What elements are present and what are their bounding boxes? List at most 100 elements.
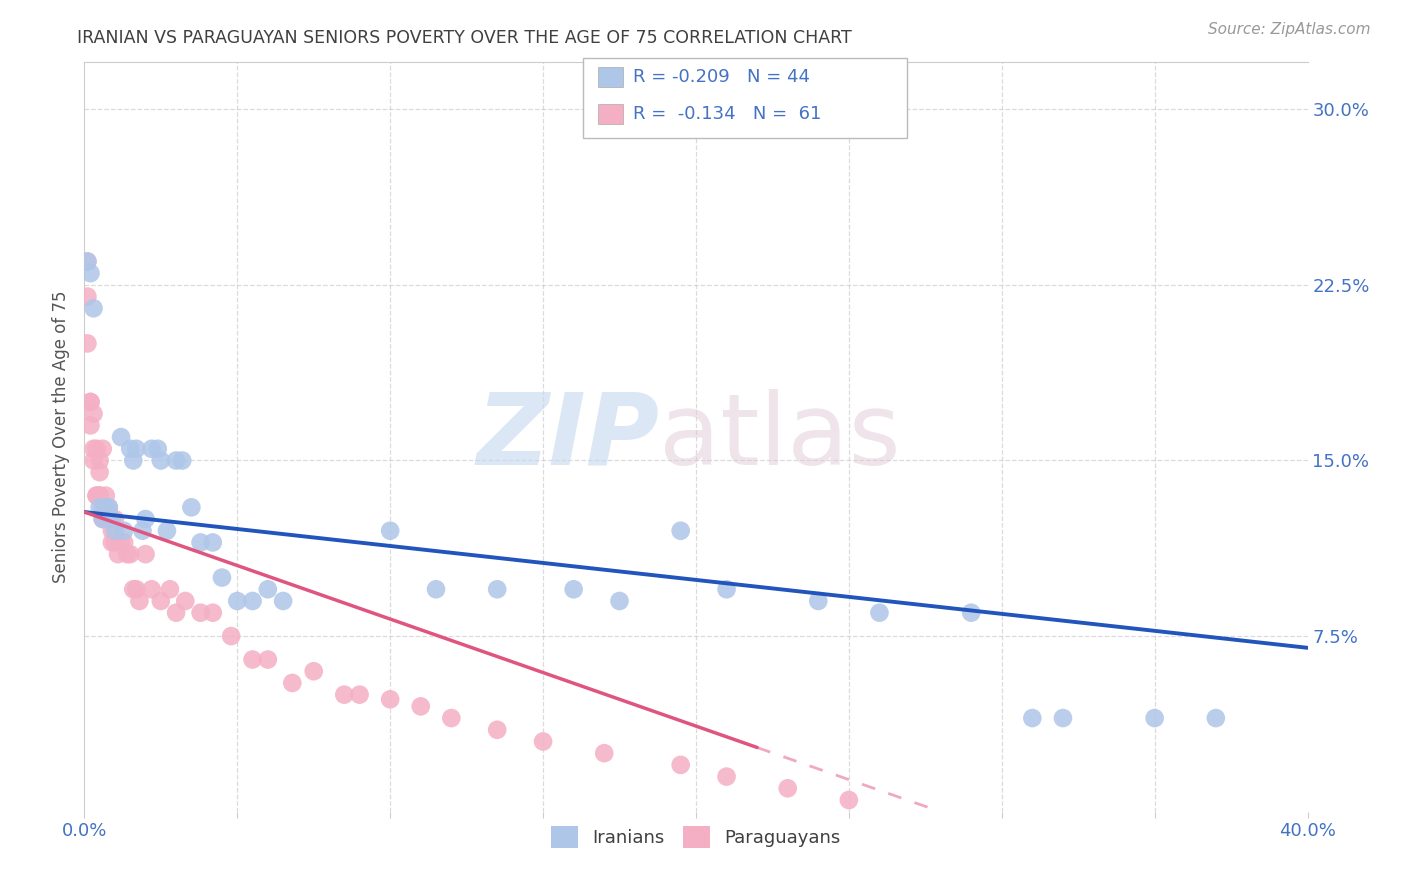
Point	[97, 512, 120, 526]
Point	[190, 535, 212, 549]
Point	[226, 594, 249, 608]
Point	[94, 512, 117, 526]
Point	[669, 758, 692, 772]
Point	[201, 606, 224, 620]
Text: ZIP: ZIP	[477, 389, 659, 485]
Point	[211, 571, 233, 585]
Point	[101, 512, 124, 526]
Point	[83, 407, 105, 421]
Text: R =  -0.134   N =  61: R = -0.134 N = 61	[633, 105, 821, 123]
Point	[257, 652, 280, 666]
Point	[76, 254, 98, 268]
Point	[156, 524, 179, 538]
Point	[86, 442, 108, 456]
Point	[838, 793, 860, 807]
Point	[174, 594, 197, 608]
Point	[89, 453, 111, 467]
Text: atlas: atlas	[659, 389, 901, 485]
Point	[716, 582, 738, 597]
Point	[83, 301, 105, 316]
Point	[380, 692, 402, 706]
Point	[131, 524, 153, 538]
Point	[562, 582, 585, 597]
Point	[128, 594, 150, 608]
Point	[112, 524, 135, 538]
Point	[190, 606, 212, 620]
Point	[91, 500, 114, 515]
Point	[86, 489, 108, 503]
Point	[669, 524, 692, 538]
Point	[281, 676, 304, 690]
Point	[76, 336, 98, 351]
Point	[135, 512, 157, 526]
Point	[1052, 711, 1074, 725]
Point	[869, 606, 891, 620]
Point	[76, 254, 98, 268]
Point	[91, 512, 114, 526]
Point	[120, 547, 142, 561]
Point	[531, 734, 554, 748]
Point	[91, 512, 114, 526]
Point	[149, 594, 172, 608]
Point	[89, 489, 111, 503]
Point	[440, 711, 463, 725]
Point	[91, 442, 114, 456]
Point	[79, 418, 101, 433]
Point	[349, 688, 371, 702]
Point	[122, 582, 145, 597]
Point	[110, 430, 132, 444]
Legend: Iranians, Paraguayans: Iranians, Paraguayans	[544, 819, 848, 855]
Point	[89, 465, 111, 479]
Text: Source: ZipAtlas.com: Source: ZipAtlas.com	[1208, 22, 1371, 37]
Point	[486, 723, 509, 737]
Point	[141, 442, 163, 456]
Point	[76, 289, 98, 303]
Text: IRANIAN VS PARAGUAYAN SENIORS POVERTY OVER THE AGE OF 75 CORRELATION CHART: IRANIAN VS PARAGUAYAN SENIORS POVERTY OV…	[77, 29, 852, 46]
Point	[807, 594, 830, 608]
Point	[83, 442, 105, 456]
Point	[115, 547, 138, 561]
Point	[107, 547, 129, 561]
Point	[960, 606, 983, 620]
Point	[125, 442, 148, 456]
Point	[1021, 711, 1043, 725]
Point	[122, 453, 145, 467]
Point	[242, 652, 264, 666]
Point	[302, 664, 325, 679]
Point	[97, 500, 120, 515]
Point	[94, 489, 117, 503]
Point	[219, 629, 242, 643]
Point	[257, 582, 280, 597]
Point	[165, 606, 187, 620]
Point	[201, 535, 224, 549]
Point	[159, 582, 181, 597]
Y-axis label: Seniors Poverty Over the Age of 75: Seniors Poverty Over the Age of 75	[52, 291, 70, 583]
Point	[104, 524, 127, 538]
Point	[409, 699, 432, 714]
Point	[1143, 711, 1166, 725]
Point	[486, 582, 509, 597]
Point	[776, 781, 799, 796]
Point	[593, 746, 616, 760]
Point	[380, 524, 402, 538]
Point	[333, 688, 356, 702]
Point	[89, 500, 111, 515]
Point	[135, 547, 157, 561]
Point	[716, 770, 738, 784]
Point	[242, 594, 264, 608]
Point	[94, 500, 117, 515]
Point	[101, 535, 124, 549]
Point	[180, 500, 202, 515]
Point	[104, 535, 127, 549]
Point	[149, 453, 172, 467]
Point	[79, 266, 101, 280]
Point	[146, 442, 169, 456]
Point	[110, 535, 132, 549]
Point	[125, 582, 148, 597]
Point	[425, 582, 447, 597]
Point	[86, 489, 108, 503]
Point	[104, 512, 127, 526]
Point	[165, 453, 187, 467]
Point	[271, 594, 294, 608]
Point	[83, 453, 105, 467]
